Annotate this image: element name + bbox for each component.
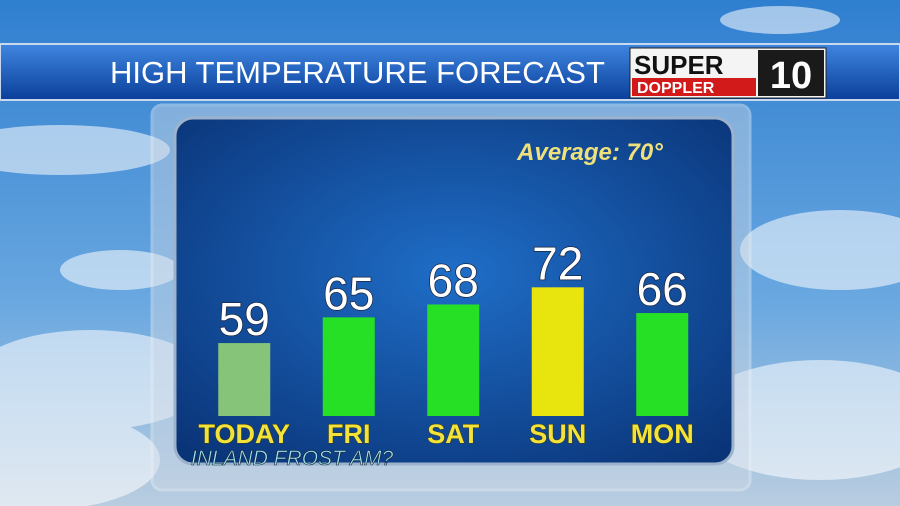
category-label: SAT [427, 419, 480, 449]
value-label: 72 [532, 237, 583, 289]
frost-note: INLAND FROST AM? [191, 447, 394, 470]
category-label: SUN [529, 419, 586, 449]
bar [322, 317, 375, 416]
logo-num-bg [758, 50, 824, 96]
category-label: MON [631, 419, 694, 449]
category-label: FRI [327, 419, 371, 449]
bar [427, 304, 480, 416]
logo-line1: SUPER [634, 50, 724, 80]
logo-number: 10 [770, 55, 812, 97]
bar [636, 313, 689, 416]
clouds [0, 6, 900, 506]
panel [173, 116, 735, 466]
value-label: 59 [219, 293, 270, 345]
title: HIGH TEMPERATURE FORECAST [110, 55, 605, 90]
logo-band [632, 78, 756, 96]
value-label: 65 [323, 267, 374, 319]
bar [531, 287, 584, 416]
category-label: TODAY [198, 419, 290, 449]
bar [218, 343, 271, 416]
value-label: 66 [637, 263, 688, 315]
logo-line2: DOPPLER [637, 80, 715, 97]
average-note: Average: 70° [516, 139, 663, 166]
value-label: 68 [428, 254, 479, 306]
logo: SUPER DOPPLER 10 [629, 47, 827, 99]
